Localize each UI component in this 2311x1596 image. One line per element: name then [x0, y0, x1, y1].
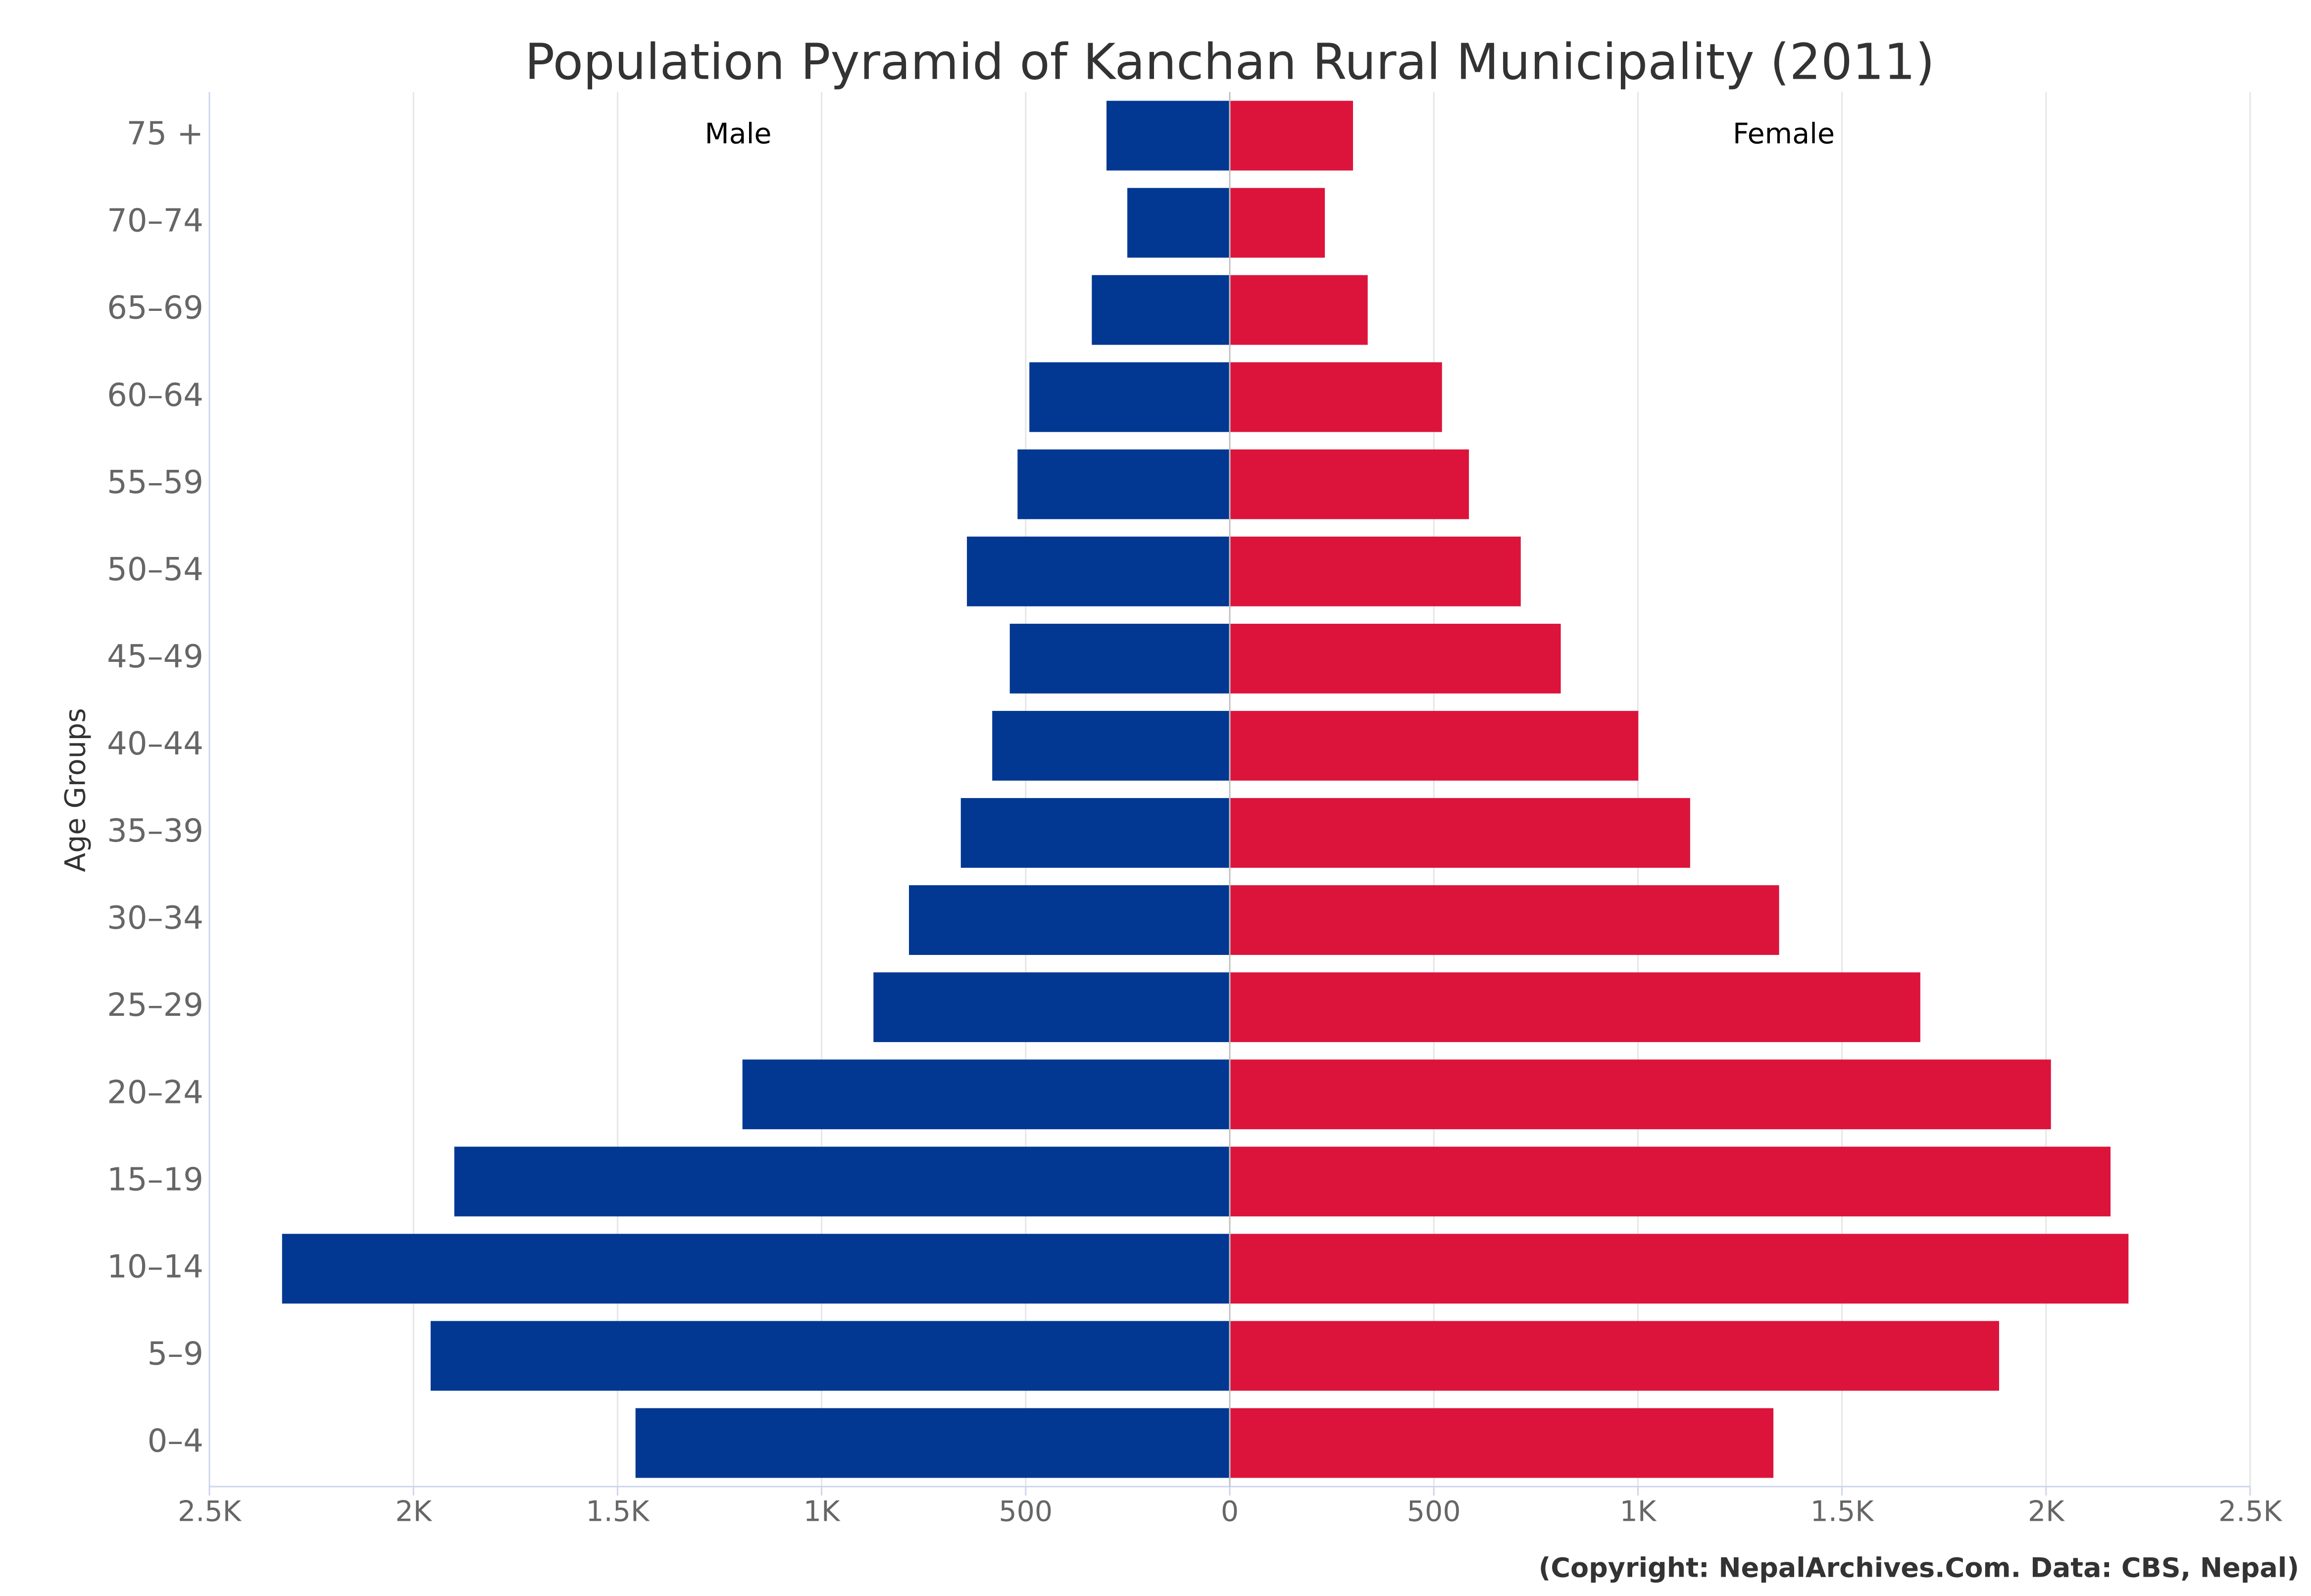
bar — [967, 536, 1230, 606]
series-label: Male — [704, 118, 771, 150]
bar — [1127, 188, 1230, 258]
credit: (Copyright: NepalArchives.Com. Data: CBS… — [1539, 1552, 2299, 1584]
bar — [1230, 711, 1639, 781]
y-tick-label: 65–69 — [107, 290, 203, 327]
bar — [454, 1147, 1230, 1217]
bar — [1230, 1059, 2051, 1130]
y-tick-label: 75 + — [127, 116, 203, 152]
bar — [1092, 275, 1230, 345]
y-tick-label: 5–9 — [148, 1336, 203, 1372]
bar — [1230, 100, 1353, 171]
y-tick-label: 50–54 — [107, 551, 203, 588]
x-tick-label: 500 — [999, 1496, 1053, 1528]
bar — [1009, 623, 1230, 694]
bar — [1029, 362, 1230, 432]
x-tick-label: 1K — [1620, 1496, 1657, 1528]
bar — [282, 1234, 1230, 1304]
x-tick-label: 2.5K — [2218, 1496, 2283, 1528]
bar — [1230, 885, 1779, 955]
x-tick-label: 2K — [395, 1496, 432, 1528]
x-tick-label: 0 — [1221, 1496, 1239, 1528]
x-tick-label: 2K — [2028, 1496, 2065, 1528]
bar — [1230, 362, 1442, 432]
y-tick-label: 10–14 — [107, 1248, 203, 1285]
series-label: Female — [1733, 118, 1835, 150]
y-tick-label: 40–44 — [107, 726, 203, 762]
bar — [1230, 188, 1325, 258]
bar — [1230, 1234, 2129, 1304]
y-tick-label: 45–49 — [107, 639, 203, 675]
chart-title: Population Pyramid of Kanchan Rural Muni… — [525, 33, 1935, 91]
y-tick-label: 30–34 — [107, 900, 203, 937]
bar — [1230, 1147, 2111, 1217]
bar — [960, 798, 1230, 868]
x-tick-label: 1.5K — [586, 1496, 650, 1528]
bar — [909, 885, 1230, 955]
bar — [1230, 623, 1561, 694]
bar — [635, 1408, 1230, 1478]
y-axis-title: Age Groups — [59, 708, 92, 872]
y-tick-label: 15–19 — [107, 1161, 203, 1198]
bar — [1230, 449, 1469, 519]
y-tick-label: 60–64 — [107, 377, 203, 414]
bar — [1230, 972, 1920, 1043]
x-tick-label: 2.5K — [178, 1496, 242, 1528]
bar — [1230, 536, 1521, 606]
bar — [1106, 100, 1230, 171]
bar — [430, 1321, 1230, 1391]
bar — [1230, 798, 1690, 868]
bar — [1230, 275, 1368, 345]
y-tick-label: 25–29 — [107, 987, 203, 1024]
x-tick-label: 500 — [1407, 1496, 1461, 1528]
y-tick-label: 20–24 — [107, 1074, 203, 1111]
bar — [1230, 1321, 1999, 1391]
bar — [1230, 1408, 1774, 1478]
bar — [992, 711, 1230, 781]
bar — [1017, 449, 1230, 519]
bar — [873, 972, 1230, 1043]
x-tick-label: 1.5K — [1810, 1496, 1875, 1528]
y-tick-label: 0–4 — [148, 1423, 203, 1460]
x-tick-label: 1K — [804, 1496, 841, 1528]
bar — [742, 1059, 1230, 1130]
y-tick-label: 70–74 — [107, 203, 203, 240]
y-tick-label: 55–59 — [107, 464, 203, 501]
y-tick-label: 35–39 — [107, 813, 203, 849]
